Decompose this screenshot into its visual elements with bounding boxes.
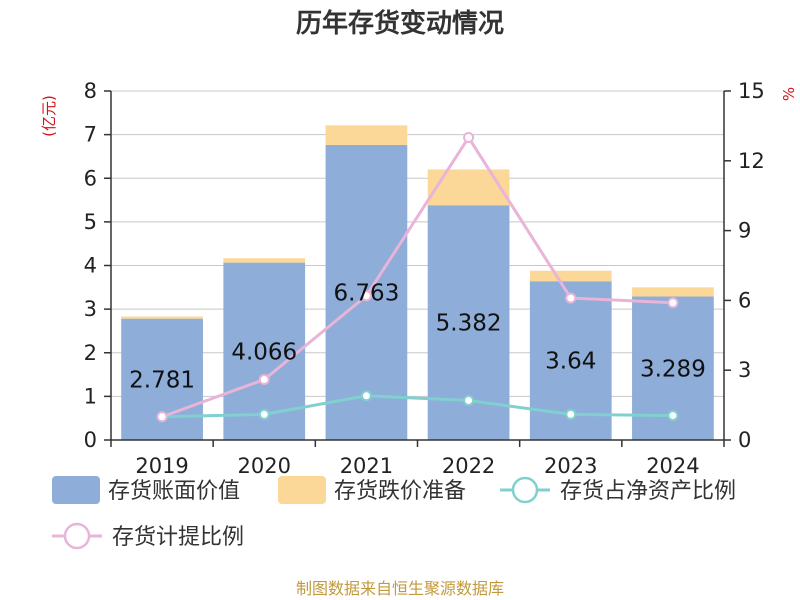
x-tick-label: 2021 — [340, 454, 393, 478]
source-note: 制图数据来自恒生聚源数据库 — [296, 579, 504, 598]
right-tick-label: 6 — [738, 288, 751, 312]
bar-data-label: 5.382 — [436, 311, 502, 337]
x-tick-label: 2019 — [135, 454, 188, 478]
point-net-asset-ratio — [360, 390, 372, 402]
legend-swatch-marker — [511, 476, 539, 504]
bar-impairment — [427, 169, 510, 206]
bar-data-label: 3.64 — [545, 349, 596, 375]
point-provision-ratio — [667, 297, 679, 309]
right-axis-unit: % — [780, 87, 798, 101]
bar-data-label: 3.289 — [640, 356, 706, 382]
x-tick-label: 2022 — [442, 454, 495, 478]
point-provision-ratio — [156, 411, 168, 423]
legend-swatch-bar — [52, 476, 100, 504]
point-provision-ratio — [565, 292, 577, 304]
bar-impairment — [325, 125, 408, 145]
legend-label: 存货账面价值 — [108, 479, 240, 504]
bar-data-label: 6.763 — [333, 280, 399, 306]
bar-impairment — [529, 270, 612, 282]
right-tick-label: 15 — [738, 79, 765, 103]
left-tick-label: 0 — [84, 428, 97, 452]
left-tick-label: 4 — [84, 254, 97, 278]
left-tick-label: 5 — [84, 210, 97, 234]
point-net-asset-ratio — [565, 408, 577, 420]
left-axis-unit: (亿元) — [40, 95, 58, 137]
point-net-asset-ratio — [258, 408, 270, 420]
point-net-asset-ratio — [463, 394, 475, 406]
data-labels: 2.781 4.066 6.763 5.382 3.64 3.289 — [129, 280, 706, 393]
right-tick-label: 3 — [738, 358, 751, 382]
gridlines — [111, 90, 724, 397]
x-tick-label: 2020 — [238, 454, 291, 478]
bar-impairment — [223, 258, 306, 263]
legend-label: 存货计提比例 — [112, 525, 244, 550]
left-tick-label: 6 — [84, 166, 97, 190]
legend-swatch-marker — [63, 522, 91, 550]
point-provision-ratio — [360, 290, 372, 302]
left-tick-label: 8 — [84, 79, 97, 103]
bar-impairment — [121, 316, 203, 319]
left-tick-label: 3 — [84, 297, 97, 321]
left-tick-label: 2 — [84, 341, 97, 365]
right-tick-label: 9 — [738, 219, 751, 243]
bars — [121, 125, 714, 441]
point-net-asset-ratio — [667, 410, 679, 422]
bar-data-label: 2.781 — [129, 367, 195, 393]
legend-label: 存货占净资产比例 — [560, 479, 736, 504]
x-tick-label: 2023 — [544, 454, 597, 478]
bar-data-label: 4.066 — [231, 339, 297, 365]
right-tick-label: 12 — [738, 149, 765, 173]
bar-impairment — [632, 287, 714, 297]
legend-label: 存货跌价准备 — [334, 479, 466, 504]
legend-swatch-bar — [278, 476, 326, 504]
left-tick-label: 1 — [84, 384, 97, 408]
lines — [156, 132, 679, 423]
x-tick-label: 2024 — [646, 454, 699, 478]
line-provision-ratio — [161, 134, 673, 419]
point-provision-ratio — [258, 374, 270, 386]
right-tick-label: 0 — [738, 428, 751, 452]
chart-title: 历年存货变动情况 — [296, 8, 504, 39]
point-provision-ratio — [463, 132, 475, 144]
left-tick-label: 7 — [84, 123, 97, 147]
line-net-asset-ratio — [162, 394, 673, 419]
